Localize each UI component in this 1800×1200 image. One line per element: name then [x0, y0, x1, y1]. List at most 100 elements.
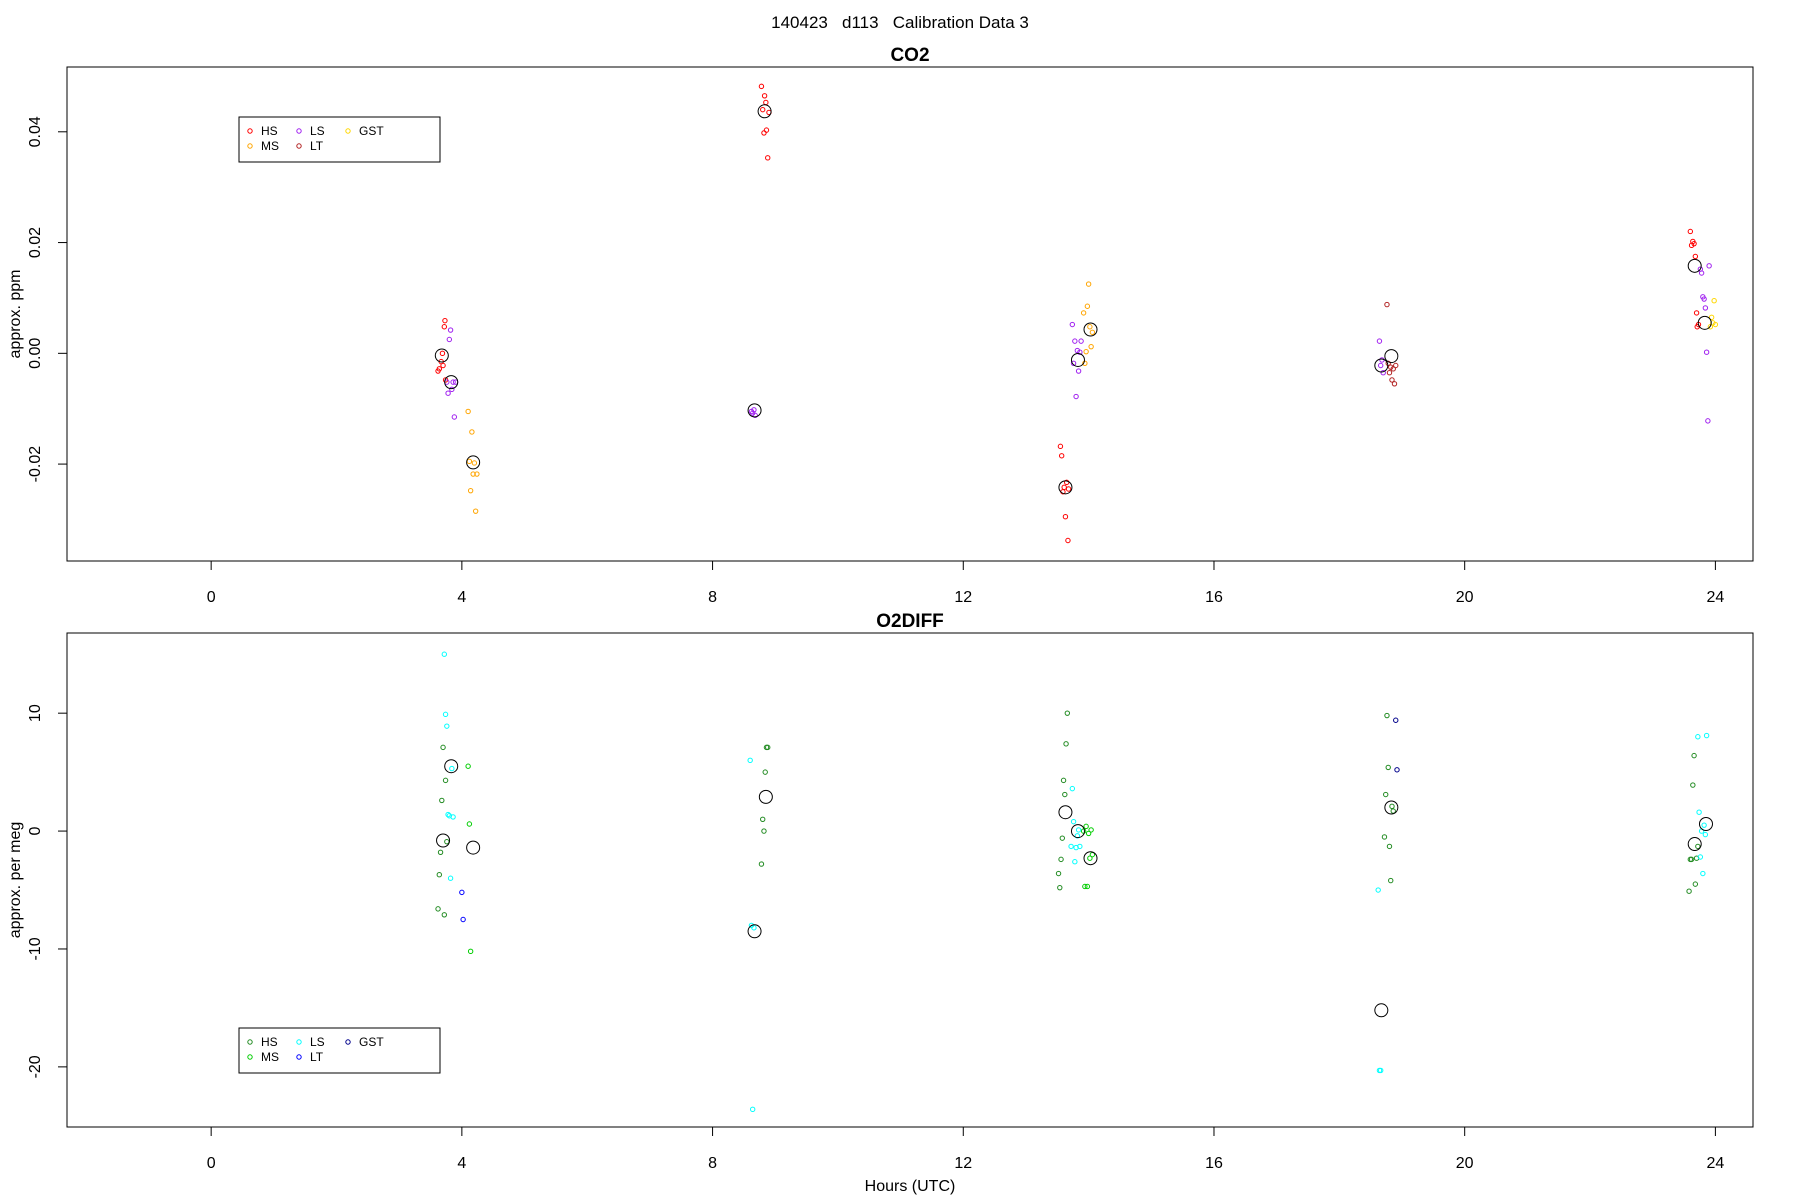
o2diff-series-hs	[435, 710, 1701, 918]
co2-legend-label-ls: LS	[310, 124, 325, 138]
o2diff-point-ls	[1072, 859, 1078, 865]
co2-point-ls	[445, 390, 451, 396]
co2-point-ls	[1698, 270, 1705, 276]
co2-legend-entry-ls: LS	[296, 124, 325, 138]
o2diff-legend-label-ls: LS	[310, 1035, 325, 1049]
co2-point-ms	[1083, 348, 1089, 355]
co2-point-ms	[1085, 281, 1092, 287]
co2-point-hs	[439, 350, 446, 357]
o2diff-point-hs	[440, 744, 446, 751]
o2diff-point-ls	[1695, 734, 1701, 740]
o2diff-legend-entry-gst: GST	[345, 1035, 384, 1049]
o2diff-point-ls	[1375, 887, 1381, 893]
o2diff-legend-entry-ms: MS	[247, 1050, 279, 1064]
o2diff-series-ls	[441, 651, 1710, 1113]
co2-point-ms	[1080, 310, 1087, 316]
o2diff-x-tick-label: 12	[954, 1155, 972, 1172]
co2-x-tick-label: 20	[1456, 589, 1474, 606]
o2diff-legend-entry-ls: LS	[296, 1035, 325, 1049]
co2-point-gst	[1711, 298, 1717, 304]
co2-legend-label-lt: LT	[310, 139, 324, 153]
co2-legend-entry-gst: GST	[345, 124, 384, 138]
co2-point-ls	[450, 379, 456, 385]
o2diff-point-ls	[445, 811, 451, 818]
o2diff-point-hs	[1063, 741, 1069, 747]
o2diff-x-tick-label: 20	[1456, 1155, 1474, 1172]
o2diff-point-hs	[1686, 888, 1692, 894]
co2-point-hs	[1687, 228, 1694, 235]
co2-point-lt	[1391, 381, 1398, 387]
o2diff-point-hs	[760, 816, 766, 822]
o2diff-point-hs	[1389, 803, 1395, 810]
o2diff-title: O2DIFF	[876, 611, 944, 632]
co2-mean-marker	[747, 403, 762, 418]
o2diff-point-hs	[758, 861, 765, 867]
co2-x-tick-label: 0	[207, 589, 216, 606]
co2-point-ls	[1703, 349, 1710, 355]
o2diff-y-axis: -20 -10 0 10	[27, 704, 68, 1078]
co2-legend-label-ms: MS	[261, 139, 279, 153]
co2-point-hs	[1065, 537, 1071, 544]
co2-point-gst	[1712, 321, 1719, 328]
o2diff-point-hs	[761, 828, 767, 834]
o2diff-legend-marker-ls	[296, 1039, 302, 1045]
o2diff-mean-marker	[1083, 851, 1098, 866]
o2diff-mean-marker	[436, 833, 451, 848]
co2-mean-marker	[1374, 358, 1389, 373]
co2-point-ms	[472, 508, 479, 514]
o2diff-point-ls	[444, 723, 450, 729]
co2-mean-marker	[444, 375, 459, 390]
co2-point-gst	[1708, 314, 1715, 321]
o2diff-point-hs	[435, 906, 441, 912]
co2-point-hs	[1065, 486, 1072, 492]
co2-point-hs	[760, 106, 766, 113]
co2-legend-marker-lt	[296, 143, 302, 149]
co2-mean-marker	[434, 348, 449, 363]
o2diff-mean-marker	[1058, 805, 1073, 820]
o2diff-point-ms	[1082, 883, 1088, 890]
o2diff-point-hs	[444, 838, 450, 845]
o2diff-point-gst	[1393, 717, 1399, 723]
o2diff-point-hs	[1058, 856, 1064, 863]
co2-mean-marker	[1083, 322, 1098, 337]
co2-point-hs	[761, 93, 768, 99]
co2-x-tick-label: 12	[954, 589, 972, 606]
o2diff-legend-marker-gst	[345, 1039, 351, 1045]
o2diff-legend-marker-ms	[247, 1054, 253, 1060]
o2diff-y-tick-label: -10	[27, 937, 44, 960]
o2diff-legend-label-gst: GST	[359, 1035, 384, 1049]
co2-point-ls	[1072, 338, 1078, 344]
o2diff-point-hs	[1057, 884, 1063, 891]
o2diff-point-hs	[1062, 791, 1068, 798]
o2diff-point-hs	[1688, 856, 1695, 863]
co2-legend-entry-ms: MS	[247, 139, 279, 153]
co2-point-ls	[449, 386, 455, 393]
co2-series-ms	[465, 281, 1096, 514]
o2diff-point-hs	[1691, 752, 1697, 759]
o2diff-x-tick-label: 4	[457, 1155, 466, 1172]
co2-x-tick-label: 24	[1706, 589, 1724, 606]
figure-title: 140423 d113 Calibration Data 3	[771, 13, 1029, 32]
co2-point-hs	[1691, 240, 1697, 247]
o2diff-x-tick-label: 8	[708, 1155, 717, 1172]
co2-y-tick-label: 0.00	[27, 338, 44, 369]
co2-point-ms	[1087, 324, 1093, 330]
co2-point-ls	[1376, 338, 1383, 344]
o2diff-mean-marker	[1687, 837, 1702, 852]
co2-point-ms	[467, 487, 474, 494]
o2diff-legend-entry-lt: LT	[296, 1050, 324, 1064]
o2diff-point-hs	[436, 871, 442, 878]
co2-mean-marker	[1697, 315, 1712, 330]
co2-mean-marker	[1384, 349, 1399, 364]
co2-point-hs	[763, 99, 769, 106]
co2-legend-box	[238, 116, 441, 163]
co2-point-hs	[763, 127, 770, 133]
co2-point-ms	[465, 408, 471, 415]
o2diff-legend-box	[238, 1027, 441, 1074]
co2-point-ms	[1084, 303, 1091, 309]
co2-point-ls	[1073, 393, 1079, 400]
co2-y-tick-label: 0.02	[27, 227, 44, 258]
co2-point-ls	[1077, 349, 1083, 355]
co2-point-hs	[441, 324, 448, 330]
o2diff-point-hs	[1388, 877, 1394, 884]
